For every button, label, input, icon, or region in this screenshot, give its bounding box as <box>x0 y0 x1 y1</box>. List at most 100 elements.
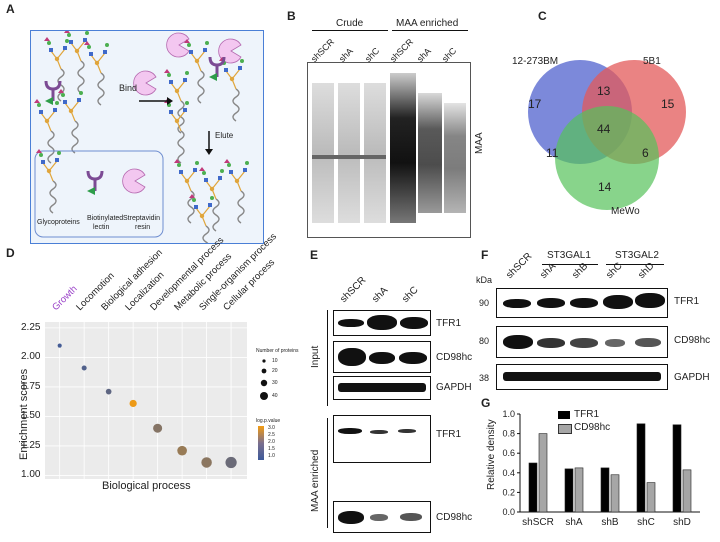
legend-size-20: 20 <box>272 368 278 374</box>
legend-color-tick: 2.0 <box>268 439 275 445</box>
g-category-label: shB <box>601 517 619 528</box>
group-crude: Crude <box>336 18 364 29</box>
blot-e-gapdh-input <box>333 376 431 400</box>
legend-resin: resin <box>135 224 151 231</box>
group-st3gal2-line <box>606 264 664 265</box>
group-st3gal1: ST3GAL1 <box>547 250 591 261</box>
g-bar-tfr1 <box>528 462 538 513</box>
lane-label: shSCR <box>308 36 337 64</box>
panel-label-c: C <box>538 9 547 23</box>
enrichment-ytick: 1.00 <box>21 469 41 481</box>
maa-bracket <box>327 418 328 528</box>
panel-label-b: B <box>287 9 296 23</box>
band-label-tfr1: TFR1 <box>436 429 461 440</box>
legend-color-tick: 2.5 <box>268 432 275 438</box>
maa-blot <box>307 62 471 238</box>
enrichment-xlabel: Biological process <box>102 480 191 492</box>
g-bar-cd98hc <box>682 469 692 513</box>
enrichment-ytick: 2.25 <box>21 321 41 333</box>
blot-ylabel-maa: MAA <box>474 132 485 154</box>
g-bar-tfr1 <box>564 468 574 513</box>
enrichment-point <box>105 388 112 395</box>
legend-swatch-tfr1 <box>558 411 570 419</box>
enrichment-point <box>153 423 163 433</box>
enrichment-scatter <box>45 322 247 479</box>
legend-size-40: 40 <box>272 393 278 399</box>
blot-e-tfr1-input <box>333 310 431 336</box>
legend-color-tick: 3.0 <box>268 425 275 431</box>
g-category-label: shA <box>565 517 583 528</box>
legend-biotinylated: Biotinylated <box>87 215 124 222</box>
group-input: Input <box>310 345 321 368</box>
band-label-cd98hc: CD98hc <box>436 512 473 523</box>
group-maa-line <box>392 30 468 31</box>
group-maa-enriched: MAA enriched <box>396 18 459 29</box>
g-bar-tfr1 <box>600 467 610 513</box>
legend-swatch-cd98hc <box>558 424 572 434</box>
legend-lectin: lectin <box>93 224 110 231</box>
enrichment-point <box>57 343 62 348</box>
enrichment-point <box>81 365 87 371</box>
panel-label-a: A <box>6 2 15 16</box>
legend-label-tfr1: TFR1 <box>574 409 599 420</box>
g-bar-tfr1 <box>636 423 646 513</box>
group-maa-enriched: MAA enriched <box>310 449 321 512</box>
legend-label-cd98hc: CD98hc <box>574 422 611 433</box>
venn-set-b: 5B1 <box>643 56 661 67</box>
enrichment-point <box>129 399 137 408</box>
lane-label: shA <box>370 285 391 305</box>
kda-label: kDa <box>476 275 493 285</box>
g-ytick-label: 0.0 <box>502 507 515 517</box>
legend-streptavidin: Streptavidin <box>123 215 160 222</box>
group-st3gal2: ST3GAL2 <box>615 250 659 261</box>
blot-e-tfr1-maa <box>333 415 431 463</box>
venn-bc: 6 <box>642 146 649 160</box>
enrichment-category-label: Growth <box>49 283 80 313</box>
venn-ac: 11 <box>546 146 559 160</box>
enrichment-point <box>201 457 212 468</box>
g-ytick-label: 0.4 <box>502 468 515 478</box>
legend-color-title: log.p.value <box>256 418 281 424</box>
elute-label: Elute <box>215 131 234 140</box>
g-ylabel: Relative density <box>486 419 497 490</box>
legend-color-tick: 1.5 <box>268 446 275 452</box>
panel-label-e: E <box>310 248 319 262</box>
legend-colorbar <box>258 426 264 460</box>
g-bar-tfr1 <box>672 424 682 513</box>
g-category-label: shC <box>637 517 655 528</box>
venn-a-only: 17 <box>528 97 542 111</box>
g-bar-cd98hc <box>646 482 656 513</box>
g-category-label: shSCR <box>522 517 554 528</box>
venn-set-c: MeWo <box>611 206 640 217</box>
blot-f-cd98hc <box>496 326 668 358</box>
group-crude-line <box>312 30 388 31</box>
enrichment-point <box>225 456 237 469</box>
venn-circle-mewo <box>555 106 659 210</box>
legend-size-title: Number of proteins <box>256 348 299 354</box>
kda-90: 90 <box>479 298 490 308</box>
group-st3gal1-line <box>542 264 598 265</box>
legend-color-tick: 1.0 <box>268 453 275 459</box>
relative-density-chart: 1.0 0.8 0.6 0.4 0.2 0.0 shSCR shA shB shC shD <box>502 409 700 528</box>
enrichment-plot-area <box>45 322 247 479</box>
enrichment-ytick: 1.25 <box>21 439 41 451</box>
lane-label: shSCR <box>504 250 535 281</box>
blot-f-gapdh <box>496 364 668 390</box>
enrichment-ylabel: Enrichment scores <box>18 368 30 460</box>
blot-e-cd98hc-input <box>333 341 431 373</box>
input-bracket <box>327 310 328 406</box>
g-category-label: shD <box>673 517 691 528</box>
venn-b-only: 15 <box>661 97 675 111</box>
band-label-cd98hc: CD98hc <box>436 352 473 363</box>
band-label-tfr1: TFR1 <box>436 318 461 329</box>
venn-diagram <box>528 60 686 210</box>
g-ytick-label: 0.8 <box>502 429 515 439</box>
venn-c-only: 14 <box>598 180 612 194</box>
g-ytick-label: 0.6 <box>502 448 515 458</box>
enrichment-ytick: 1.50 <box>21 410 41 422</box>
legend-glycoproteins: Glycoproteins <box>37 219 80 226</box>
enrichment-ytick: 2.00 <box>21 351 41 363</box>
venn-abc: 44 <box>597 122 611 136</box>
band-label-tfr1: TFR1 <box>674 296 699 307</box>
legend-size-10: 10 <box>272 358 278 364</box>
